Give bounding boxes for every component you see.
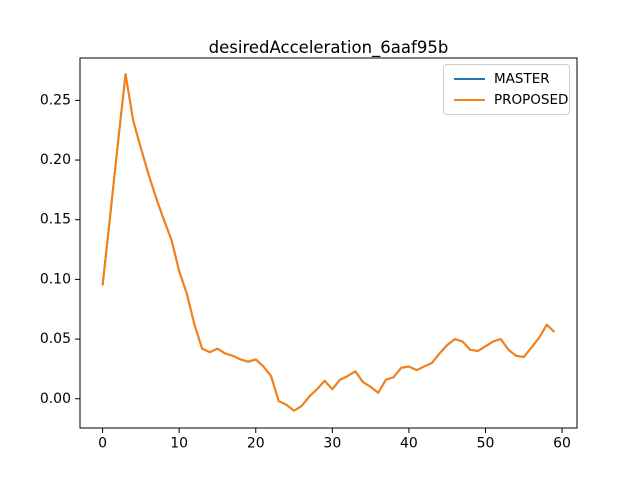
y-tick-label: 0.15 — [40, 212, 71, 228]
axes-spines — [79, 57, 578, 429]
legend-label: PROPOSED — [494, 92, 569, 108]
x-tick-label: 50 — [477, 436, 495, 452]
x-tick-label: 0 — [98, 436, 107, 452]
series-line-proposed — [101, 73, 556, 412]
x-tick-label: 30 — [323, 436, 341, 452]
x-tick-label: 40 — [400, 436, 418, 452]
legend-item-master: MASTER — [454, 71, 559, 87]
y-tick-label: 0.10 — [40, 271, 71, 287]
x-tick-label: 60 — [553, 436, 571, 452]
x-tick-label: 10 — [170, 436, 188, 452]
y-tick-label: 0.20 — [40, 152, 71, 168]
x-tick-label: 20 — [247, 436, 265, 452]
y-tick-label: 0.00 — [40, 391, 71, 407]
y-tick-label: 0.05 — [40, 331, 71, 347]
legend-label: MASTER — [494, 71, 550, 87]
legend-item-proposed: PROPOSED — [454, 92, 568, 108]
legend: MASTER PROPOSED — [443, 64, 570, 115]
chart-title: desiredAcceleration_6aaf95b — [208, 38, 449, 57]
legend-line-swatch — [454, 78, 485, 80]
legend-line-swatch — [454, 99, 485, 101]
series-line-master — [101, 73, 556, 412]
y-tick-label: 0.25 — [40, 92, 71, 108]
